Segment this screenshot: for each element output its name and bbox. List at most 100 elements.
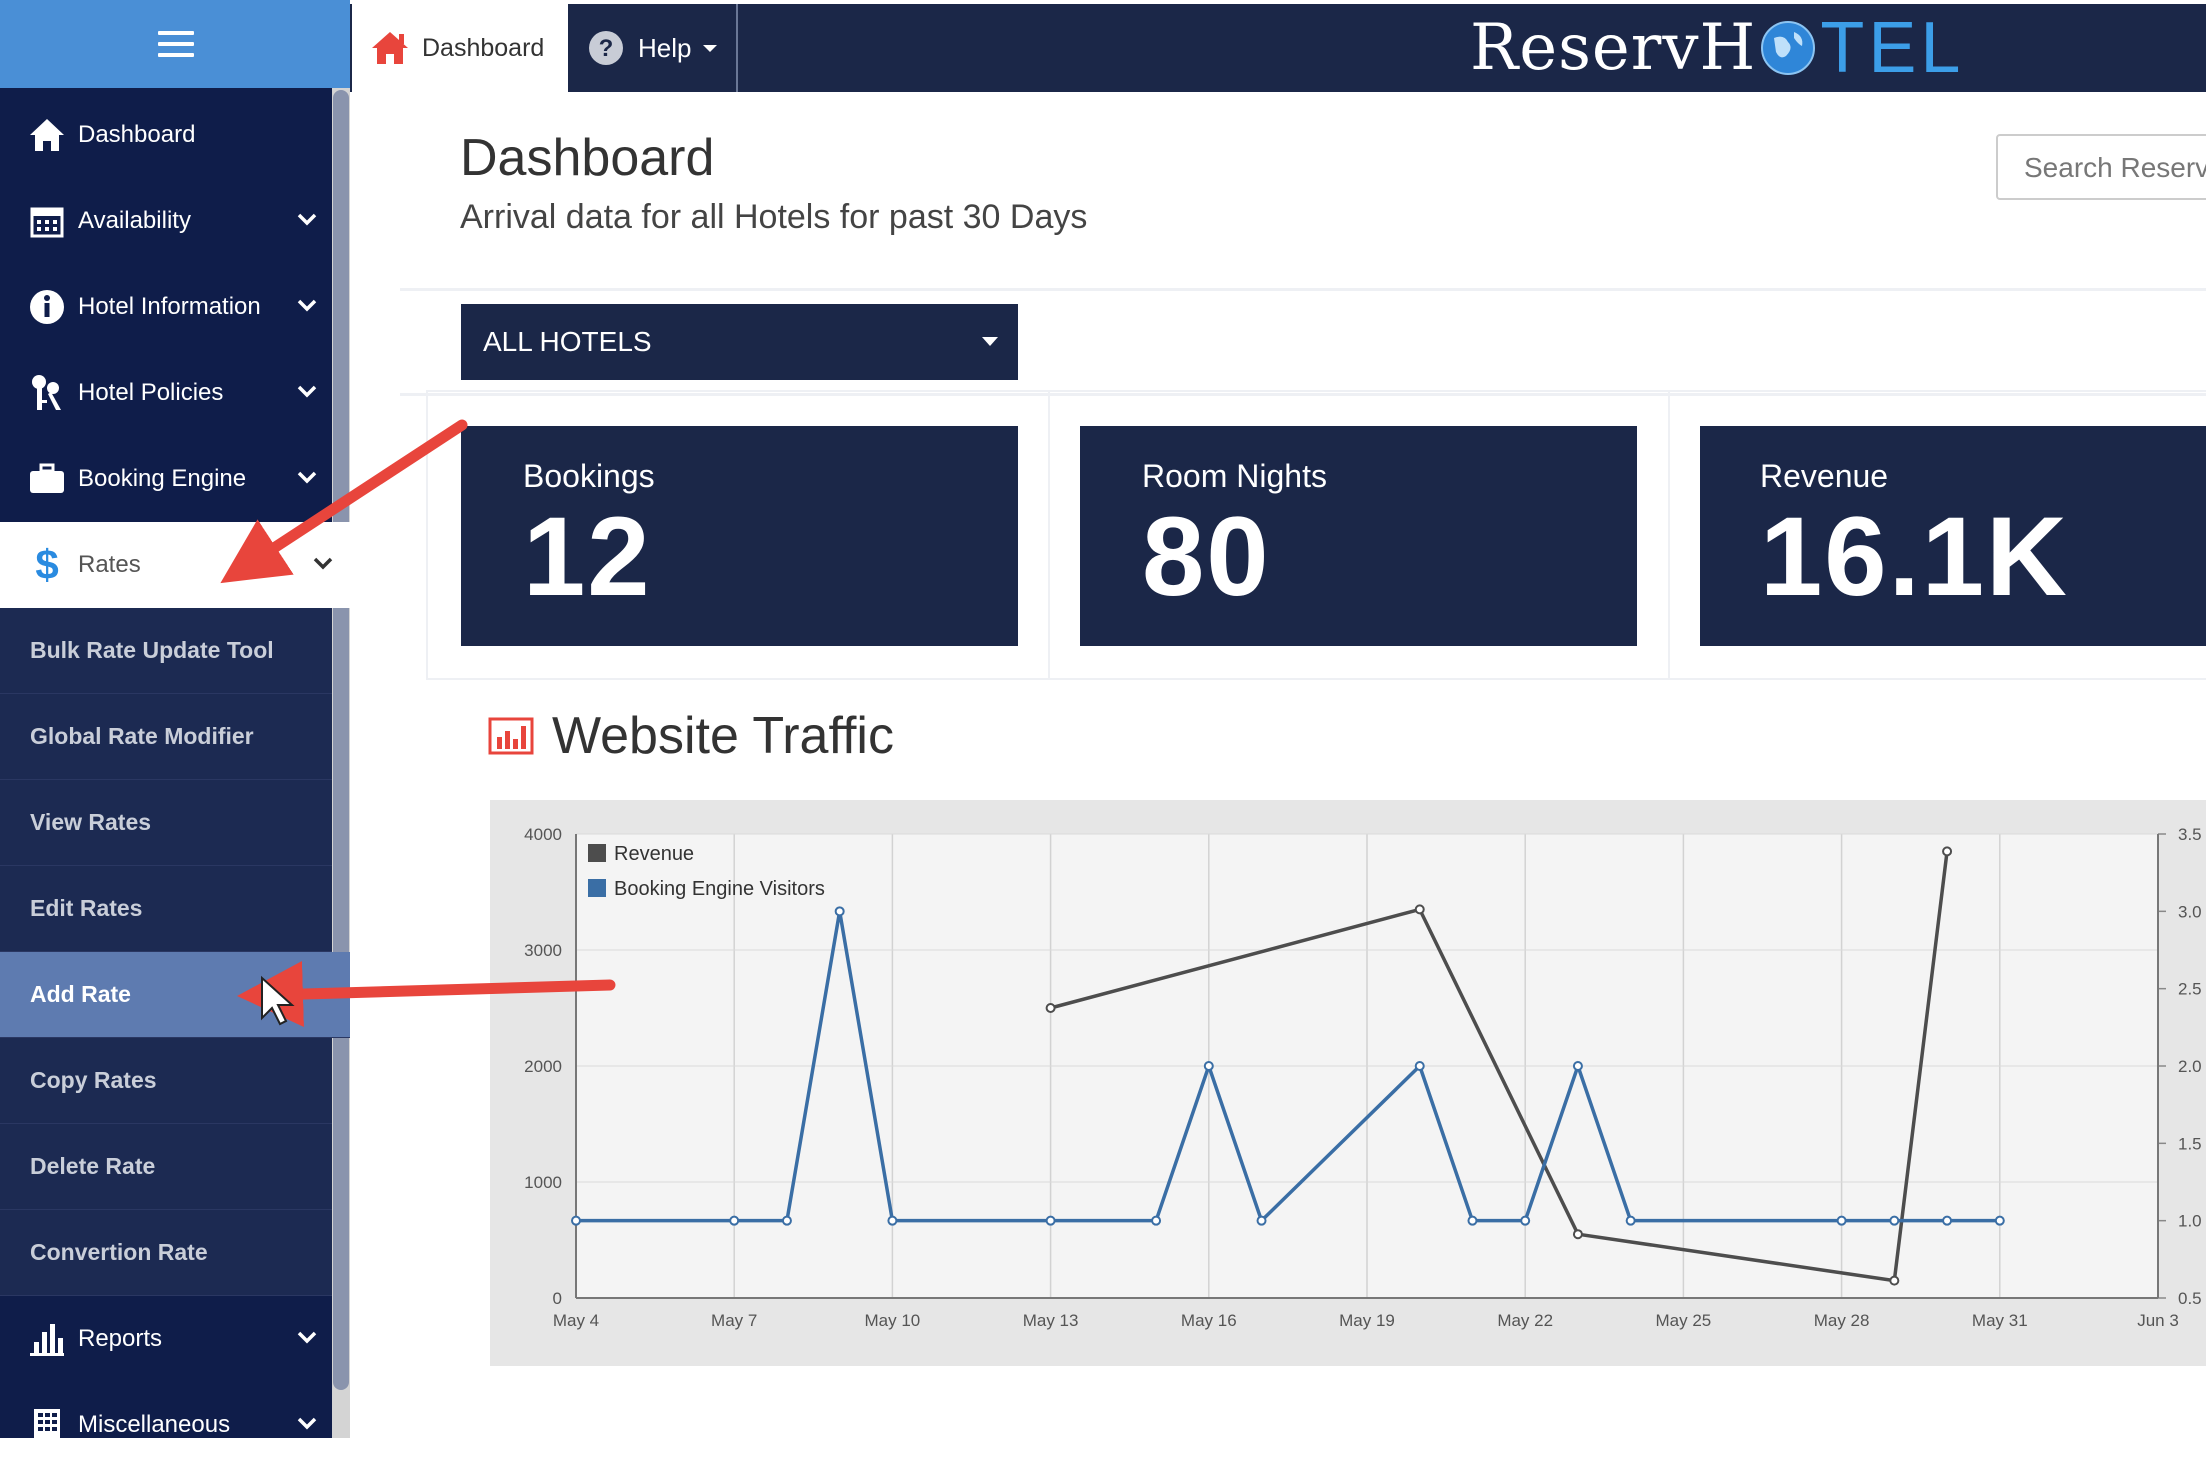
divider <box>400 288 2206 291</box>
data-point <box>1520 1215 1531 1226</box>
x-tick-label: Jun 3 <box>2137 1311 2179 1330</box>
tab-help[interactable]: ? Help <box>570 4 736 92</box>
hamburger-menu-icon[interactable] <box>158 31 194 57</box>
website-traffic-heading: Website Traffic <box>488 706 894 766</box>
stat-value: 80 <box>1142 494 1271 619</box>
legend-swatch <box>588 844 606 862</box>
stat-card-room-nights: Room Nights 80 <box>1080 426 1637 646</box>
submenu-item-copy-rates[interactable]: Copy Rates <box>0 1038 332 1124</box>
data-point <box>571 1215 581 1226</box>
stat-value: 16.1K <box>1760 494 2069 619</box>
website-traffic-chart-container: May 4 May 7 May 10 May 13 May 16 May 19 May 22… <box>490 800 2206 1366</box>
page-subtitle: Arrival data for all Hotels for past 30 … <box>460 198 1088 236</box>
submenu-item-view-rates[interactable]: View Rates <box>0 780 332 866</box>
home-icon <box>26 114 68 156</box>
data-point <box>1203 1061 1214 1071</box>
data-point <box>1836 1215 1847 1226</box>
y-right-tick-label: 2.0 <box>2178 1057 2202 1076</box>
tab-label: Help <box>638 32 692 63</box>
y-right-tick-label: 3.0 <box>2178 902 2202 921</box>
stat-label: Room Nights <box>1142 458 1327 494</box>
chevron-down-icon <box>297 1417 317 1430</box>
sidebar-item-label: Reports <box>78 1325 163 1352</box>
data-point <box>1151 1215 1162 1226</box>
x-tick-label: May 25 <box>1656 1311 1712 1330</box>
x-tick-label: May 28 <box>1814 1311 1870 1330</box>
y-right-tick-label: 1.5 <box>2178 1134 2202 1153</box>
stat-label: Revenue <box>1760 458 1889 494</box>
submenu-item-edit-rates[interactable]: Edit Rates <box>0 866 332 952</box>
stat-label: Bookings <box>523 458 655 494</box>
chevron-down-icon <box>297 385 317 398</box>
data-point <box>1045 1215 1056 1226</box>
hotel-select-dropdown[interactable]: ALL HOTELS <box>461 304 1018 380</box>
sidebar: Dashboard Availability Hotel Information… <box>0 0 350 1443</box>
sidebar-item-booking-engine[interactable]: Booking Engine <box>0 436 332 522</box>
submenu-item-convertion-rate[interactable]: Convertion Rate <box>0 1210 332 1296</box>
legend-label: Booking Engine Visitors <box>614 878 825 900</box>
search-input[interactable]: Search Reservations <box>1996 134 2206 200</box>
data-point <box>887 1215 898 1226</box>
sidebar-item-reports[interactable]: Reports <box>0 1296 332 1382</box>
hotel-select-value: ALL HOTELS <box>483 326 652 357</box>
svg-text:?: ? <box>599 35 614 62</box>
data-point <box>1572 1229 1583 1240</box>
x-tick-label: May 10 <box>865 1311 921 1330</box>
y-right-tick-label: 2.5 <box>2178 980 2202 999</box>
x-tick-label: May 13 <box>1023 1311 1079 1330</box>
sidebar-item-hotel-information[interactable]: Hotel Information <box>0 264 332 350</box>
submenu-item-add-rate[interactable]: Add Rate <box>0 952 350 1038</box>
chevron-down-icon <box>297 299 317 312</box>
data-point <box>1942 1215 1953 1226</box>
submenu-item-bulk-rate-update-tool[interactable]: Bulk Rate Update Tool <box>0 608 332 694</box>
globe-icon <box>1758 18 1818 78</box>
y-right-tick-label: 3.5 <box>2178 825 2202 844</box>
sidebar-item-label: Booking Engine <box>78 465 247 492</box>
x-tick-label: May 7 <box>711 1311 757 1330</box>
sidebar-item-label: Dashboard <box>78 121 196 148</box>
chevron-down-icon <box>313 557 333 570</box>
y-left-tick-label: 2000 <box>524 1057 562 1076</box>
data-point <box>781 1215 792 1226</box>
sidebar-scrollbar-thumb[interactable] <box>333 90 349 1390</box>
data-point <box>1994 1215 2005 1226</box>
brand-logo: ReservH TEL <box>1470 6 1964 90</box>
briefcase-icon <box>26 458 68 500</box>
divider <box>400 393 2206 396</box>
sidebar-item-hotel-policies[interactable]: Hotel Policies <box>0 350 332 436</box>
sidebar-item-availability[interactable]: Availability <box>0 178 332 264</box>
submenu-item-global-rate-modifier[interactable]: Global Rate Modifier <box>0 694 332 780</box>
info-icon <box>26 286 68 328</box>
data-point <box>729 1215 740 1226</box>
data-point <box>1414 904 1425 915</box>
x-tick-label: May 31 <box>1972 1311 2028 1330</box>
top-navbar <box>350 4 2206 92</box>
stat-value: 12 <box>523 494 652 619</box>
submenu-item-delete-rate[interactable]: Delete Rate <box>0 1124 332 1210</box>
data-point <box>1889 1275 1900 1286</box>
sidebar-item-label: Rates <box>78 551 141 578</box>
caret-down-icon <box>703 44 718 52</box>
bar-chart-icon <box>488 717 534 755</box>
page-title: Dashboard <box>460 129 715 187</box>
home-icon <box>370 30 410 66</box>
chevron-down-icon <box>297 1331 317 1344</box>
website-traffic-title: Website Traffic <box>552 707 894 765</box>
data-point <box>1572 1061 1583 1071</box>
dollar-icon: $ <box>35 541 59 588</box>
tab-dashboard[interactable]: Dashboard <box>352 4 568 92</box>
data-point <box>834 906 845 917</box>
sidebar-item-label: Availability <box>78 207 191 234</box>
sidebar-item-dashboard[interactable]: Dashboard <box>0 92 332 178</box>
y-right-tick-label: 1.0 <box>2178 1212 2202 1231</box>
y-left-tick-label: 1000 <box>524 1173 562 1192</box>
series-line-booking-engine-visitors <box>576 911 2000 1224</box>
bar-chart-icon <box>26 1318 68 1360</box>
tab-label: Dashboard <box>422 33 545 62</box>
x-tick-label: May 16 <box>1181 1311 1237 1330</box>
sidebar-item-miscellaneous[interactable]: Miscellaneous <box>0 1382 332 1468</box>
chevron-down-icon <box>297 213 317 226</box>
sidebar-item-rates[interactable]: $ Rates <box>0 522 350 608</box>
sidebar-header <box>0 0 350 88</box>
brand-text-secondary: TEL <box>1820 8 1965 88</box>
